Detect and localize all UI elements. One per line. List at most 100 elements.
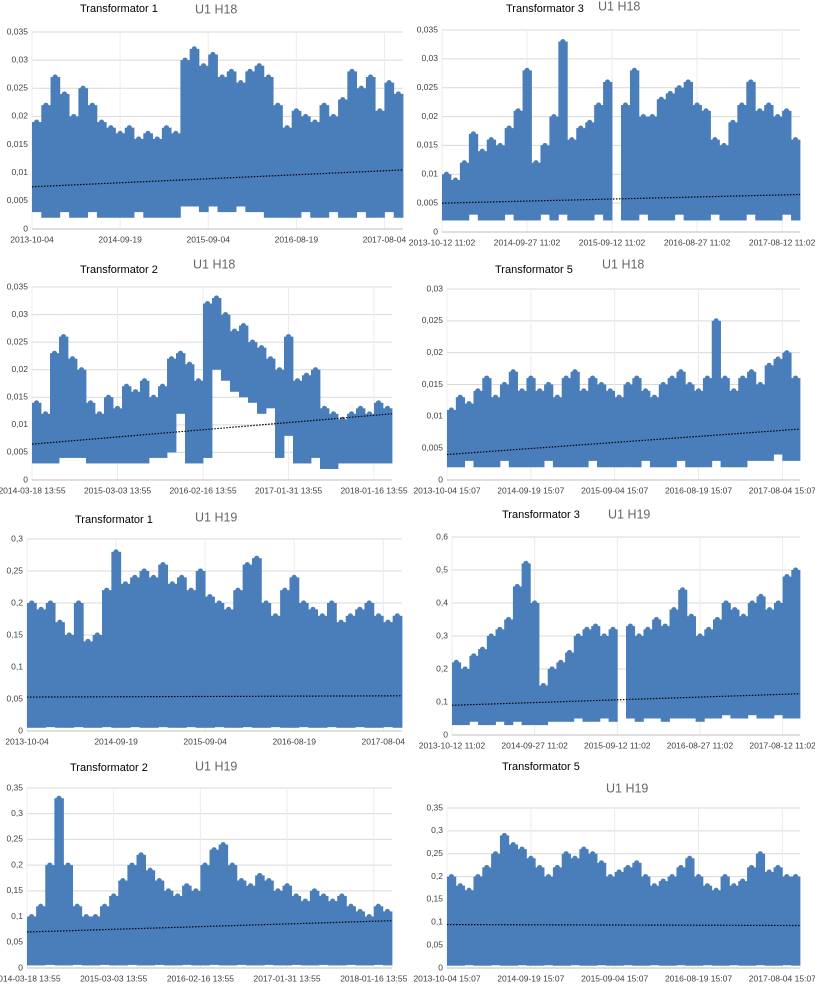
range-bar — [667, 876, 677, 966]
peak-marker — [108, 125, 114, 131]
x-tick-label: 2016-08-19 15:07 — [665, 485, 732, 495]
range-bar — [669, 609, 679, 719]
y-tick-label: 0,025 — [422, 315, 444, 325]
x-tick-label: 2017-08-12 11:02 — [749, 740, 815, 750]
peak-marker — [792, 375, 799, 381]
range-bar — [373, 615, 384, 728]
range-bar — [729, 390, 739, 468]
range-bar — [582, 629, 592, 722]
peak-marker — [375, 613, 382, 619]
peak-marker — [563, 851, 569, 857]
peak-marker — [330, 113, 337, 120]
y-tick-label: 0,4 — [436, 597, 448, 607]
peak-marker — [156, 877, 162, 884]
peak-marker — [28, 913, 35, 920]
range-bar — [118, 880, 128, 966]
range-bar — [686, 616, 696, 719]
y-tick-label: 0,2 — [11, 597, 23, 607]
range-bar — [242, 564, 253, 728]
peak-marker — [627, 623, 633, 629]
x-tick-label: 2014-09-19 15:07 — [497, 485, 564, 495]
range-bar — [280, 590, 290, 728]
range-bar — [373, 906, 384, 965]
peak-marker — [312, 119, 318, 125]
peak-marker — [616, 869, 622, 875]
range-bar — [45, 603, 56, 728]
peak-marker — [766, 102, 772, 108]
peak-marker — [174, 893, 181, 899]
range-bar — [729, 885, 739, 966]
peak-marker — [757, 381, 763, 388]
peak-marker — [510, 841, 516, 848]
range-bar — [531, 162, 541, 221]
peak-marker — [625, 381, 631, 388]
y-tick-label: 0,025 — [417, 82, 439, 92]
peak-marker — [33, 400, 40, 406]
range-bar — [382, 911, 393, 966]
peak-marker — [685, 79, 691, 85]
peak-marker — [177, 350, 184, 356]
chart-title: Transformator 1 — [80, 3, 158, 15]
range-bar — [526, 858, 536, 966]
y-tick-label: 0,6 — [436, 531, 448, 541]
peak-marker — [377, 108, 383, 114]
peak-marker — [784, 873, 790, 880]
range-bar — [291, 896, 302, 965]
range-bar — [257, 347, 267, 414]
range-bar — [205, 596, 215, 728]
peak-marker — [592, 623, 599, 629]
range-bar — [227, 865, 238, 966]
peak-marker — [678, 864, 684, 871]
range-bar — [685, 858, 695, 966]
chart-subtitle: U1 H19 — [195, 759, 237, 773]
peak-marker — [291, 574, 297, 581]
peak-marker — [545, 381, 552, 388]
range-bar — [486, 636, 496, 726]
peak-marker — [554, 864, 560, 871]
range-bar — [597, 384, 607, 468]
range-bar — [122, 386, 132, 464]
y-tick-label: 0,2 — [431, 871, 443, 881]
peak-marker — [238, 80, 244, 86]
peak-marker — [558, 659, 564, 666]
peak-marker — [584, 626, 590, 633]
peak-marker — [660, 381, 666, 388]
range-bar — [588, 378, 598, 461]
peak-marker — [244, 562, 250, 568]
peak-marker — [572, 855, 578, 861]
chart-title: Transformator 3 — [502, 509, 580, 521]
peak-marker — [631, 67, 638, 73]
range-bar — [27, 916, 37, 966]
range-bar — [364, 603, 375, 728]
peak-marker — [52, 74, 58, 80]
peak-marker — [488, 633, 494, 639]
range-bar — [214, 603, 225, 728]
range-bar — [41, 105, 51, 218]
x-tick-label: 2013-10-12 11:02 — [419, 740, 486, 750]
peak-marker — [321, 405, 328, 411]
range-bar — [218, 844, 229, 966]
range-bar — [145, 870, 156, 966]
range-bar — [311, 369, 321, 458]
range-bar — [284, 336, 294, 436]
range-bar — [328, 901, 338, 966]
peak-marker — [634, 860, 640, 866]
trend-line — [451, 693, 801, 706]
peak-marker — [85, 638, 91, 645]
range-bar — [755, 384, 766, 461]
peak-marker — [713, 887, 719, 893]
range-bar — [738, 881, 748, 966]
range-bar — [293, 380, 303, 464]
peak-marker — [651, 883, 657, 889]
range-bar — [450, 180, 461, 221]
range-bar — [152, 138, 163, 218]
range-bar — [90, 916, 101, 966]
x-tick-label: 2014-03-18 13:55 — [0, 973, 61, 983]
peak-marker — [519, 846, 525, 852]
peak-marker — [123, 383, 130, 389]
y-tick-label: 0 — [433, 226, 438, 236]
peak-marker — [622, 102, 629, 108]
peak-marker — [748, 369, 755, 375]
peak-marker — [783, 108, 790, 114]
range-bar — [223, 609, 234, 728]
